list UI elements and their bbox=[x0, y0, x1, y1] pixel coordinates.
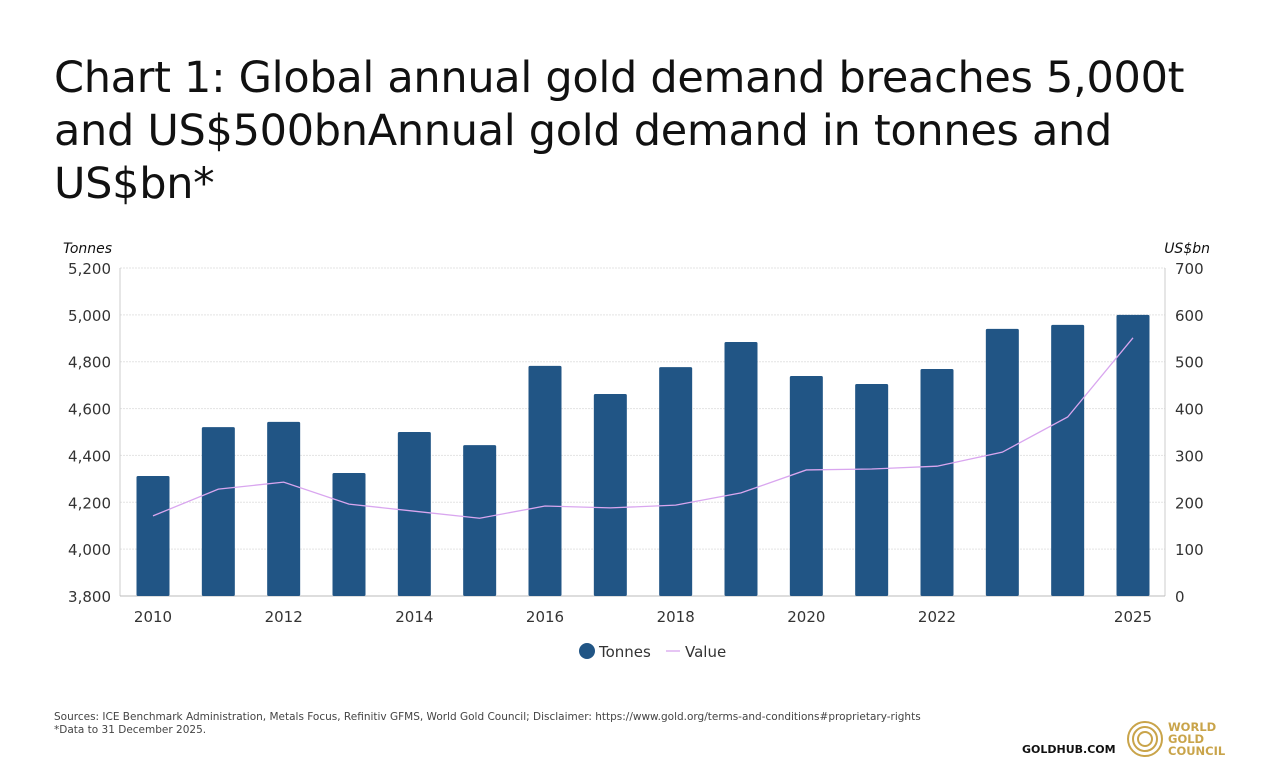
goldhub-link[interactable]: GOLDHUB.COM bbox=[1022, 743, 1116, 756]
y-right-tick-label: 700 bbox=[1175, 260, 1204, 278]
bar-2018 bbox=[659, 367, 693, 596]
data-note: *Data to 31 December 2025. bbox=[54, 723, 207, 736]
footer-notes: Sources: ICE Benchmark Administration, M… bbox=[54, 711, 934, 736]
logo-word: GOLD bbox=[1168, 732, 1205, 746]
x-tick-label: 2010 bbox=[134, 608, 172, 626]
bar-2015 bbox=[463, 445, 497, 596]
bar-2024 bbox=[1051, 324, 1085, 596]
world-gold-council-logo: WORLD GOLD COUNCIL bbox=[1126, 720, 1225, 758]
y-right-tick-label: 0 bbox=[1175, 588, 1185, 606]
y-left-tick-label: 3,800 bbox=[68, 588, 111, 606]
y-left-tick-label: 4,800 bbox=[68, 354, 111, 372]
y-left-tick-label: 5,000 bbox=[68, 307, 111, 325]
y-right-tick-label: 300 bbox=[1175, 447, 1204, 465]
x-tick-label: 2025 bbox=[1114, 608, 1152, 626]
bar-2019 bbox=[724, 342, 758, 596]
x-tick-label: 2020 bbox=[787, 608, 825, 626]
y-right-tick-label: 100 bbox=[1175, 541, 1204, 559]
bar-2013 bbox=[332, 473, 366, 596]
x-tick-label: 2012 bbox=[265, 608, 303, 626]
bar-2023 bbox=[985, 328, 1019, 596]
x-tick-label: 2016 bbox=[526, 608, 564, 626]
bar-2017 bbox=[593, 394, 627, 596]
y-left-tick-label: 4,000 bbox=[68, 541, 111, 559]
logo-word: WORLD bbox=[1168, 720, 1217, 734]
y-left-tick-label: 4,200 bbox=[68, 494, 111, 512]
bar-2010 bbox=[136, 476, 170, 596]
x-tick-label: 2022 bbox=[918, 608, 956, 626]
y-left-axis-title: Tonnes bbox=[63, 241, 112, 257]
bar-2022 bbox=[920, 368, 954, 596]
bar-2014 bbox=[397, 432, 431, 596]
bar-2021 bbox=[855, 383, 889, 596]
bar-2012 bbox=[267, 421, 301, 596]
bar-2020 bbox=[789, 376, 823, 596]
y-right-tick-label: 500 bbox=[1175, 354, 1204, 372]
bar-2016 bbox=[528, 365, 562, 596]
sources-text: Sources: ICE Benchmark Administration, M… bbox=[54, 711, 921, 723]
x-tick-label: 2018 bbox=[657, 608, 695, 626]
y-right-tick-label: 600 bbox=[1175, 307, 1204, 325]
legend-tonnes-label: Tonnes bbox=[598, 643, 651, 661]
y-left-tick-label: 5,200 bbox=[68, 260, 111, 278]
value-line bbox=[152, 337, 1134, 519]
y-right-tick-label: 400 bbox=[1175, 401, 1204, 419]
legend-tonnes-marker bbox=[579, 643, 595, 659]
legend-value-label: Value bbox=[685, 643, 726, 661]
x-tick-label: 2014 bbox=[395, 608, 433, 626]
chart-title: Chart 1: Global annual gold demand breac… bbox=[54, 53, 1185, 209]
bar-2011 bbox=[201, 427, 235, 596]
logo-word: COUNCIL bbox=[1168, 744, 1226, 758]
y-left-tick-label: 4,600 bbox=[68, 401, 111, 419]
bar-2025 bbox=[1116, 314, 1150, 596]
chart: 3,800 4,000 4,200 4,400 4,600 4,800 5,000 5,200… bbox=[63, 241, 1210, 661]
y-right-tick-label: 200 bbox=[1175, 494, 1204, 512]
logo-rings-icon bbox=[1127, 721, 1163, 757]
y-right-axis-title: US$bn bbox=[1164, 241, 1210, 257]
y-left-tick-label: 4,400 bbox=[68, 447, 111, 465]
